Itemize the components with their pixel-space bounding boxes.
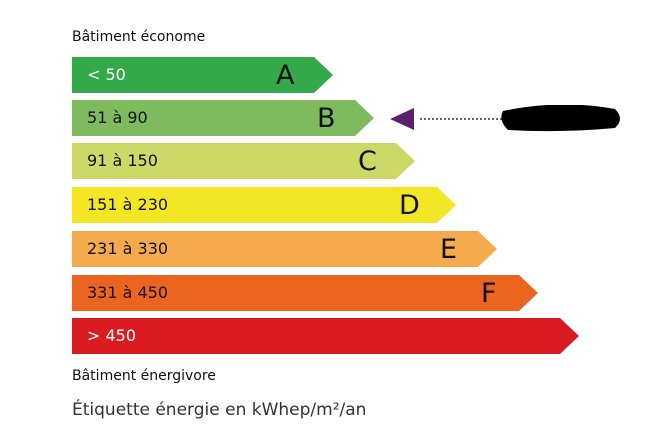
class-letter: F <box>481 278 497 309</box>
range-label: 51 à 90 <box>87 108 148 127</box>
top-label: Bâtiment économe <box>72 29 206 45</box>
class-letter: A <box>276 60 295 91</box>
bar-shape <box>72 187 456 223</box>
bar-shape <box>72 275 538 311</box>
range-label: 91 à 150 <box>87 151 158 170</box>
range-label: > 450 <box>87 326 137 345</box>
arrow-pointer-icon <box>390 108 414 130</box>
bar-shape <box>72 143 415 179</box>
class-bar-f: 331 à 450 F <box>72 275 538 311</box>
class-bar-e: 231 à 330 E <box>72 231 497 267</box>
class-letter: C <box>358 146 377 177</box>
bar-shape <box>72 318 579 354</box>
class-letter: D <box>399 190 420 221</box>
class-bar-a: < 50 A <box>72 57 333 93</box>
bottom-label: Bâtiment énergivore <box>72 368 216 384</box>
class-bar-c: 91 à 150 C <box>72 143 415 179</box>
class-bar-b: 51 à 90 B <box>72 100 374 136</box>
class-bar-d: 151 à 230 D <box>72 187 456 223</box>
redacted-value <box>501 105 620 132</box>
class-letter: E <box>440 234 458 265</box>
footer-caption: Étiquette énergie en kWhep/m²/an <box>72 400 367 420</box>
range-label: 151 à 230 <box>87 195 169 214</box>
bar-shape <box>72 231 497 267</box>
range-label: 231 à 330 <box>87 239 169 258</box>
bar-shape <box>72 100 374 136</box>
rating-indicator <box>390 105 620 132</box>
range-label: 331 à 450 <box>87 283 169 302</box>
range-label: < 50 <box>87 65 126 84</box>
bar-shape <box>72 57 333 93</box>
class-bar-g: > 450 <box>72 318 579 354</box>
class-letter: B <box>317 103 336 134</box>
